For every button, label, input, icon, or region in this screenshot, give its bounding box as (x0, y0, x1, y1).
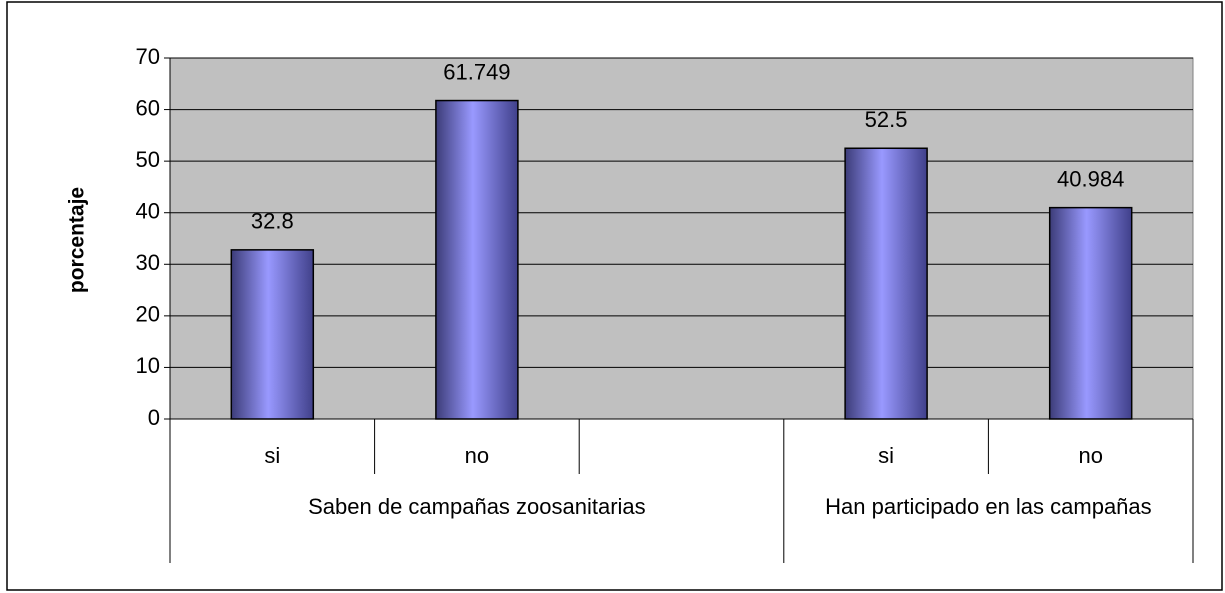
y-tick-label: 0 (148, 405, 160, 430)
y-tick-label: 60 (136, 95, 160, 120)
x-tick-label: no (465, 443, 489, 468)
bar (1048, 206, 1133, 420)
y-tick-label: 50 (136, 147, 160, 172)
data-label: 52.5 (865, 107, 908, 132)
y-axis-label: porcentaje (66, 187, 89, 293)
data-label: 40.984 (1057, 166, 1124, 191)
x-tick-label: si (264, 443, 280, 468)
y-tick-label: 30 (136, 250, 160, 275)
data-label: 32.8 (251, 209, 294, 234)
data-label: 61.749 (443, 59, 510, 84)
x-tick-label: si (878, 443, 894, 468)
plot-area (169, 57, 1194, 420)
bar (844, 147, 928, 420)
bar (435, 99, 519, 420)
group-label: Saben de campañas zoosanitarias (308, 494, 646, 519)
y-tick-label: 10 (136, 353, 160, 378)
y-tick-label: 40 (136, 199, 160, 224)
group-label: Han participado en las campañas (825, 494, 1152, 519)
y-tick-label: 70 (136, 44, 160, 69)
x-tick-label: no (1078, 443, 1102, 468)
bar (230, 249, 315, 420)
y-tick-label: 20 (136, 302, 160, 327)
